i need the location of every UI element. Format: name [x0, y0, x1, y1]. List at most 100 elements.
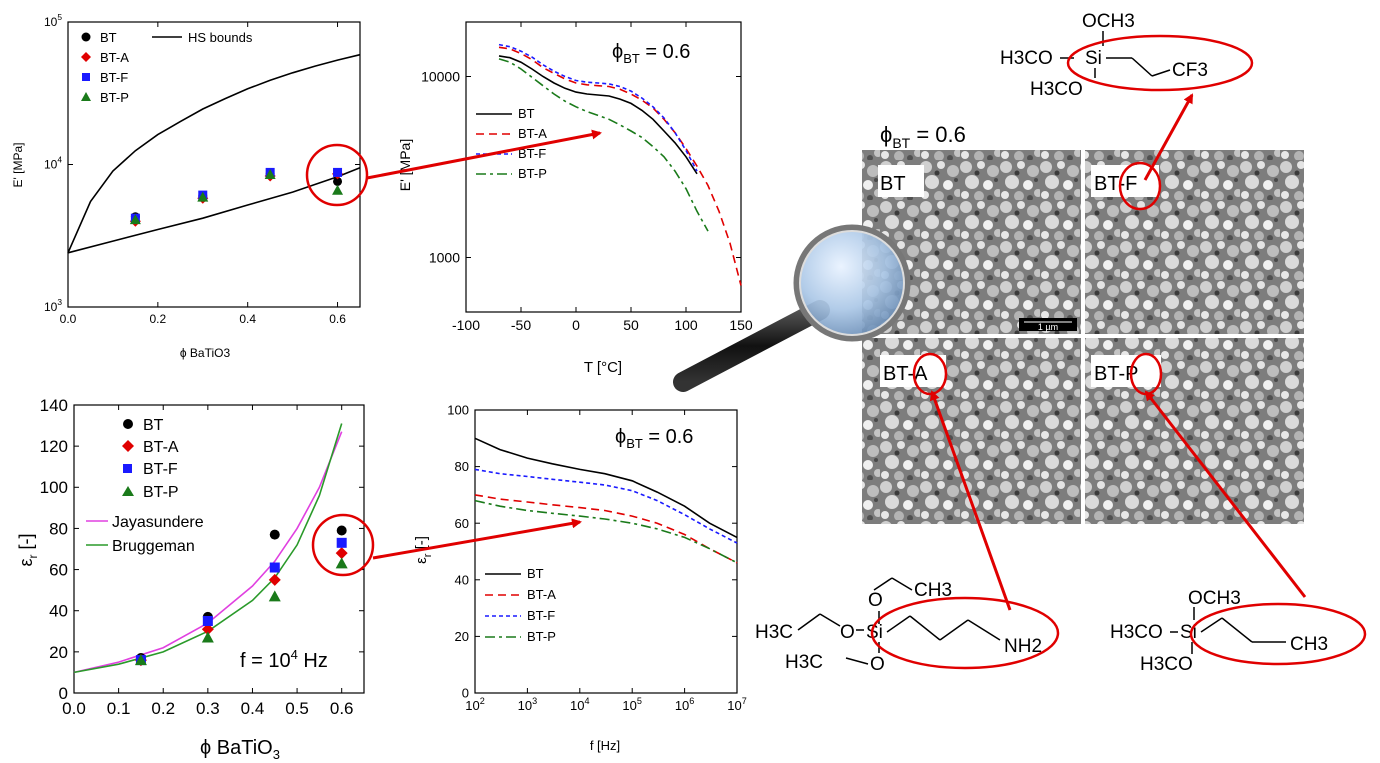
x-ticks: 102 103 104 105 106 107: [465, 410, 747, 713]
legend-label-btf: BT-F: [100, 70, 128, 85]
data-point-bt-p: [134, 654, 147, 666]
x-tick-label: 0.6: [329, 312, 346, 326]
x-tick-label: 106: [675, 696, 695, 713]
data-point-bt: [336, 525, 347, 536]
sem-label-btp: BT-P: [1094, 363, 1138, 385]
svg-text:H3CO: H3CO: [1140, 654, 1193, 675]
x-ticks: 0.0 0.2 0.4 0.6: [60, 22, 346, 326]
svg-text:OCH3: OCH3: [1082, 11, 1135, 32]
series-line-bt-a: [498, 46, 742, 286]
svg-text:OCH3: OCH3: [1188, 588, 1241, 609]
molecule-circle-p: [1189, 602, 1367, 666]
legend: BT BT-A BT-F BT-P Jayasundere Bruggeman: [86, 417, 204, 555]
data-point-bt: [269, 529, 280, 540]
x-tick-label: 0.6: [330, 699, 354, 718]
legend-label-bt-a: BT-A: [527, 587, 556, 602]
data-point-bt-a: [335, 547, 348, 560]
x-axis-label: ϕ BaTiO3: [200, 737, 280, 762]
chart-modulus-vs-temperature: -100 -50 0 50 100 150 1000 10000 ϕBT = 0.6 T […: [397, 21, 753, 376]
y-tick-label: 0: [462, 686, 469, 701]
y-axis-label: E' [MPa]: [397, 139, 413, 191]
x-tick-label: 0.4: [239, 312, 256, 326]
legend-marker-btf: [82, 73, 90, 81]
arrow-permittivity: [372, 518, 582, 560]
y-ticks: 0 20 40 60 80 100 120 140: [40, 396, 364, 703]
series-line-bt-p: [498, 58, 709, 232]
y-tick-label: 10000: [421, 68, 460, 84]
frequency-annotation: f = 104 Hz: [240, 647, 328, 672]
data-point-bt-f: [202, 616, 213, 626]
data-point-bt-f: [336, 537, 347, 548]
x-tick-label: 0: [572, 317, 580, 333]
svg-text:H3CO: H3CO: [1000, 48, 1053, 69]
molecule-amino-silane: O CH3 H3C O Si NH2 O H3C: [755, 577, 1060, 675]
highlight-circle-permittivity: [311, 513, 375, 577]
y-tick-label: 0: [59, 684, 68, 703]
legend-label-btp: BT-P: [143, 484, 179, 501]
arrow-molecule-a: [929, 390, 1012, 611]
legend-label-bta: BT-A: [143, 439, 179, 456]
x-ticks: -100 -50 0 50 100 150: [452, 22, 753, 333]
x-tick-label: 0.1: [107, 699, 131, 718]
series-line-bt-a: [474, 494, 738, 564]
svg-text:H3CO: H3CO: [1110, 622, 1163, 643]
data-point-bt-p: [268, 590, 281, 602]
series-line-bruggeman: [73, 423, 343, 674]
series-line-bt-f: [498, 43, 698, 172]
x-axis-label: f [Hz]: [590, 738, 620, 753]
svg-text:NH2: NH2: [1004, 636, 1042, 657]
x-tick-label: 107: [727, 696, 747, 713]
y-axis-label: εr [-]: [16, 533, 40, 566]
legend: BT BT-A BT-F BT-P: [476, 106, 547, 181]
legend-marker-bt: [81, 32, 91, 42]
x-ticks: 0.0 0.1 0.2 0.3 0.4 0.5 0.6: [62, 405, 354, 718]
phi-annotation: ϕBT = 0.6: [612, 41, 690, 66]
svg-text:H3C: H3C: [755, 622, 793, 643]
sem-circle-btf: [1118, 161, 1162, 211]
sem-label-bt: BT: [880, 173, 906, 195]
series-line-bt: [498, 55, 698, 175]
legend-label-bruggeman: Bruggeman: [112, 538, 195, 555]
x-tick-label: 105: [622, 696, 642, 713]
svg-text:CH3: CH3: [1290, 634, 1328, 655]
sem-label-bta: BT-A: [883, 363, 928, 385]
svg-text:1 µm: 1 µm: [1038, 322, 1058, 332]
series-line-bt: [474, 437, 738, 539]
y-tick-label: 100: [447, 403, 469, 418]
legend-label-hs: HS bounds: [188, 30, 253, 45]
data-point-bt-p: [129, 214, 141, 225]
svg-text:H3C: H3C: [785, 652, 823, 673]
molecule-fluoro-silane: OCH3 H3CO Si CF3 H3CO: [1000, 11, 1254, 100]
arrow-modulus: [366, 129, 602, 180]
sem-label-btf: BT-F: [1094, 173, 1137, 195]
x-tick-label: -50: [511, 317, 531, 333]
sem-scalebar: 1 µm: [1019, 318, 1077, 332]
legend-marker-bta: [122, 440, 134, 452]
svg-text:O: O: [840, 622, 855, 643]
legend-label-bt: BT: [100, 30, 117, 45]
x-tick-label: 104: [570, 696, 590, 713]
x-tick-label: 0.5: [285, 699, 309, 718]
svg-text:Si: Si: [1085, 48, 1102, 69]
y-tick-label: 60: [49, 561, 68, 580]
legend-label-bt: BT: [143, 417, 164, 434]
y-ticks: 1000 10000: [421, 68, 741, 265]
sem-micrographs: ϕBT = 0.6 1 µm BT BT-F BT-A BT-P: [862, 122, 1304, 524]
x-tick-label: 103: [518, 696, 538, 713]
x-tick-label: 100: [674, 317, 698, 333]
y-tick-label: 20: [49, 643, 68, 662]
y-tick-label: 40: [49, 602, 68, 621]
legend: BT BT-A BT-F BT-P: [485, 566, 556, 644]
legend-marker-bt: [123, 419, 133, 429]
series-line-lower-bound: [67, 166, 361, 254]
y-tick-label: 40: [455, 572, 469, 587]
molecule-circle-a: [870, 596, 1060, 670]
legend-marker-btp: [81, 92, 91, 101]
data-point-bt-a: [268, 573, 281, 586]
x-tick-label: 50: [623, 317, 639, 333]
data-point-bt-f: [269, 562, 280, 573]
